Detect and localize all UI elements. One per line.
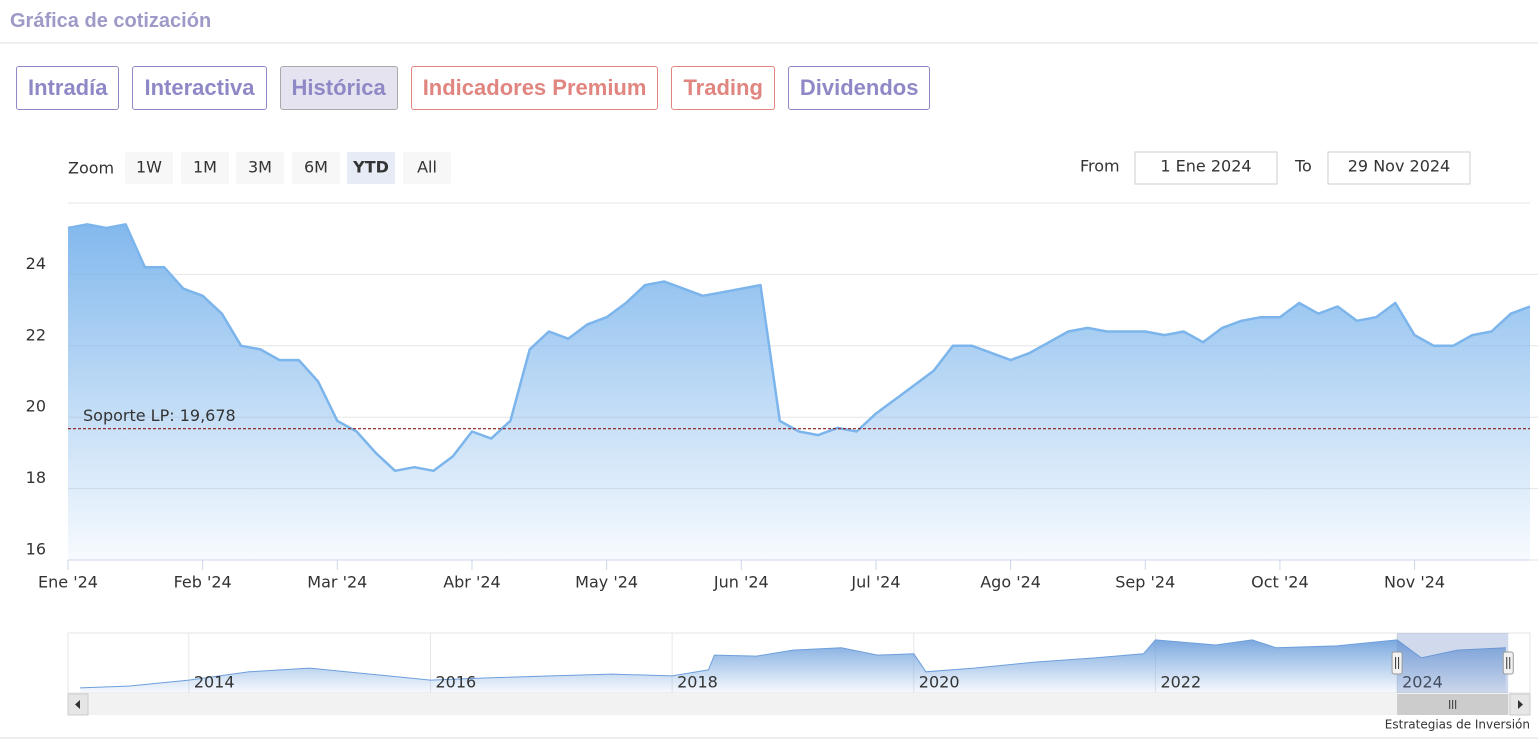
- navigator-year-label: 2018: [677, 673, 718, 692]
- zoom-button-label: 3M: [248, 158, 272, 177]
- range-from-value: 1 Ene 2024: [1160, 157, 1251, 176]
- tab[interactable]: Indicadores Premium: [410, 66, 659, 110]
- zoom-button[interactable]: [125, 152, 173, 184]
- zoom-button[interactable]: [181, 152, 229, 184]
- y-tick-label: 18: [26, 468, 46, 487]
- scrollbar-track: [68, 694, 1530, 715]
- navigator-handle[interactable]: [1502, 651, 1514, 675]
- range-from-label: From: [1080, 157, 1120, 176]
- navigator-line: [80, 639, 1506, 689]
- x-tick-label: Oct '24: [1251, 573, 1309, 592]
- scrollbar-thumb-grip: [1449, 700, 1457, 709]
- tab[interactable]: Intradía: [16, 66, 120, 110]
- support-label: Soporte LP: 19,678: [83, 406, 236, 425]
- zoom-button-label: YTD: [352, 158, 389, 177]
- credits: Estrategias de Inversión: [1385, 718, 1530, 732]
- zoom-button-label: All: [417, 158, 437, 177]
- tab[interactable]: Interactiva: [132, 66, 267, 110]
- navigator-selection[interactable]: [1397, 633, 1509, 693]
- y-tick-label: 22: [26, 325, 46, 344]
- navigator-year-label: 2020: [919, 673, 960, 692]
- range-from-input[interactable]: [1134, 151, 1278, 185]
- page-title: Gráfica de cotización: [10, 10, 212, 32]
- navigator-area: [80, 639, 1506, 693]
- x-tick-label: Abr '24: [443, 573, 501, 592]
- tab[interactable]: Trading: [671, 66, 775, 110]
- y-tick-label: 24: [26, 254, 46, 273]
- navigator-handle[interactable]: [1391, 651, 1403, 675]
- zoom-button[interactable]: [403, 152, 451, 184]
- x-tick-label: Feb '24: [174, 573, 232, 592]
- x-tick-label: Nov '24: [1384, 573, 1445, 592]
- tab[interactable]: Histórica: [279, 66, 398, 110]
- range-to-value: 29 Nov 2024: [1348, 157, 1450, 176]
- price-line: [67, 223, 1531, 473]
- zoom-button-label: 1M: [193, 158, 217, 177]
- range-to-input[interactable]: [1327, 151, 1471, 185]
- y-tick-label: 16: [26, 540, 46, 559]
- x-tick-label: Ene '24: [38, 573, 98, 592]
- zoom-button-label: 1W: [136, 158, 162, 177]
- navigator-handle-grip: [1395, 657, 1400, 669]
- navigator-handle-grip: [1506, 657, 1511, 669]
- scroll-left-arrow: [75, 700, 80, 709]
- scroll-right-arrow: [1518, 700, 1523, 709]
- zoom-button[interactable]: [347, 152, 395, 184]
- x-tick-label: May '24: [575, 573, 638, 592]
- x-tick-label: Sep '24: [1115, 573, 1175, 592]
- price-area: [68, 224, 1530, 560]
- navigator-year-label: 2022: [1160, 673, 1201, 692]
- y-tick-label: 20: [26, 397, 46, 416]
- tab-bar: Intradía Interactiva Histórica Indicadores …: [16, 66, 931, 110]
- zoom-label: Zoom: [68, 159, 114, 178]
- zoom-button[interactable]: [236, 152, 284, 184]
- range-to-label: To: [1294, 157, 1312, 176]
- navigator-year-label: 2024: [1402, 673, 1443, 692]
- zoom-button[interactable]: [292, 152, 340, 184]
- x-tick-label: Ago '24: [980, 573, 1041, 592]
- x-tick-label: Jun '24: [713, 573, 769, 592]
- navigator-year-label: 2016: [435, 673, 476, 692]
- x-tick-label: Jul '24: [850, 573, 900, 592]
- tab[interactable]: Dividendos: [787, 66, 931, 110]
- navigator-year-label: 2014: [194, 673, 235, 692]
- zoom-button-label: 6M: [304, 158, 328, 177]
- x-tick-label: Mar '24: [307, 573, 367, 592]
